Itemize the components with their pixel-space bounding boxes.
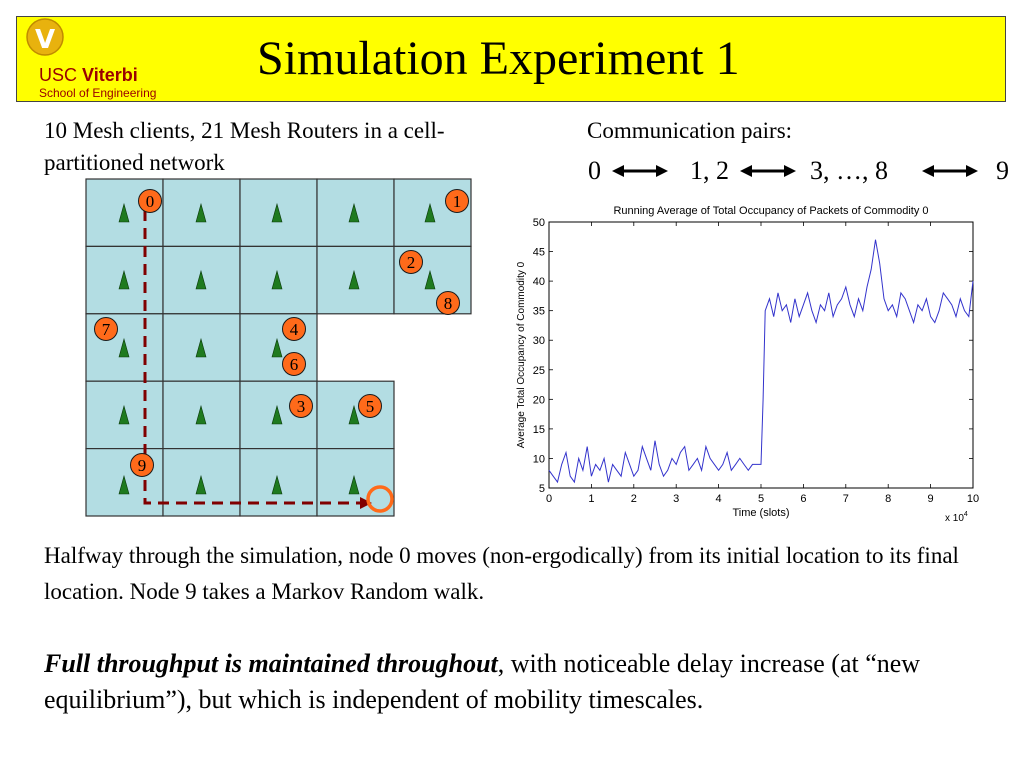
svg-text:V: V: [35, 25, 55, 55]
y-tick-label: 45: [533, 247, 545, 259]
x-tick-label: 1: [588, 493, 594, 505]
mesh-client-node: [358, 394, 382, 418]
mesh-client-label: 3: [297, 397, 306, 416]
svg-text:School of Engineering: School of Engineering: [39, 86, 156, 100]
page-title: Simulation Experiment 1: [257, 32, 740, 85]
router-icon: [195, 337, 207, 358]
mesh-client-node: [445, 189, 469, 213]
double-arrow-icon: [922, 165, 978, 177]
pair-item: 0: [588, 156, 601, 185]
pair-item: 9: [996, 156, 1009, 185]
communication-pairs-row: 0 1, 2 3, …, 8 9: [588, 154, 1018, 188]
mesh-client-label: 4: [290, 320, 299, 339]
double-arrow-icon: [612, 165, 668, 177]
router-icon: [118, 404, 130, 425]
network-description: 10 Mesh clients, 21 Mesh Routers in a ce…: [44, 118, 445, 175]
series-line: [548, 239, 974, 484]
y-tick-label: 35: [533, 306, 545, 318]
x-axis-label: Time (slots): [732, 507, 789, 519]
mesh-client-label: 1: [453, 192, 462, 211]
router-icon: [424, 202, 436, 223]
pair-item: 3, …, 8: [810, 156, 888, 185]
occupancy-chart: Running Average of Total Occupancy of Pa…: [516, 205, 979, 524]
x-tick-label: 9: [928, 493, 934, 505]
mesh-client-label: 0: [146, 192, 155, 211]
plot-area: [548, 221, 974, 489]
mesh-client-node: [94, 317, 118, 341]
usc-viterbi-logo: V USC Viterbi School of Engineering: [26, 18, 156, 100]
y-tick-label: 40: [533, 276, 545, 288]
node-0-move-path: [143, 210, 368, 505]
mesh-client-node: [282, 317, 306, 341]
x-tick-label: 8: [885, 493, 891, 505]
x-axis-multiplier: x 104: [945, 511, 968, 524]
node-0-final-location: [366, 485, 394, 513]
x-tick-label: 6: [800, 493, 806, 505]
chart-title: Running Average of Total Occupancy of Pa…: [613, 205, 928, 217]
mesh-client-label: 8: [444, 294, 453, 313]
y-tick-label: 25: [533, 365, 545, 377]
mesh-client-label: 7: [102, 320, 111, 339]
mesh-client-node: [399, 250, 423, 274]
router-icon: [424, 269, 436, 290]
router-icon: [348, 269, 360, 290]
throughput-conclusion: Full throughput is maintained throughout…: [44, 646, 1014, 718]
router-icon: [348, 474, 360, 495]
mesh-client-label: 2: [407, 253, 416, 272]
arrowhead-icon: [360, 497, 372, 509]
router-icon: [271, 404, 283, 425]
x-tick-label: 10: [967, 493, 979, 505]
router-icon: [195, 269, 207, 290]
router-icon: [271, 337, 283, 358]
router-icon: [195, 202, 207, 223]
mesh-client-label: 5: [366, 397, 375, 416]
router-icon: [271, 269, 283, 290]
double-arrow-icon: [740, 165, 796, 177]
y-tick-label: 30: [533, 335, 545, 347]
mesh-client-label: 9: [138, 456, 147, 475]
title-bar: V USC Viterbi School of Engineering Simul…: [16, 16, 1006, 102]
x-tick-label: 4: [716, 493, 722, 505]
y-tick-label: 50: [533, 217, 545, 229]
throughput-rest: , with noticeable delay increase (at “ne…: [44, 649, 921, 714]
router-icon: [348, 202, 360, 223]
communication-pairs-label: Communication pairs:: [587, 118, 793, 143]
y-axis-label: Average Total Occupancy of Commodity 0: [516, 261, 527, 448]
router-icon: [118, 337, 130, 358]
pair-item: 1, 2: [690, 156, 729, 185]
router-icon: [195, 474, 207, 495]
y-tick-label: 5: [539, 483, 545, 495]
router-icon: [118, 269, 130, 290]
y-tick-label: 15: [533, 424, 545, 436]
mesh-client-node: [436, 291, 460, 315]
y-tick-label: 10: [533, 453, 545, 465]
router-icon: [118, 202, 130, 223]
mesh-client-node: [138, 189, 162, 213]
mesh-client-node: [282, 352, 306, 376]
mesh-client-node: [130, 453, 154, 477]
router-icon: [271, 474, 283, 495]
x-tick-label: 5: [758, 493, 764, 505]
router-icon: [271, 202, 283, 223]
throughput-emphasis: Full throughput is maintained throughout: [44, 649, 498, 678]
x-tick-label: 7: [843, 493, 849, 505]
simulation-description: Halfway through the simulation, node 0 m…: [44, 543, 959, 604]
router-icon: [118, 474, 130, 495]
router-icon: [348, 404, 360, 425]
x-tick-label: 0: [546, 493, 552, 505]
y-tick-label: 20: [533, 394, 545, 406]
x-tick-label: 3: [673, 493, 679, 505]
mesh-client-node: [289, 394, 313, 418]
x-tick-label: 2: [631, 493, 637, 505]
mesh-client-label: 6: [290, 355, 299, 374]
router-icon: [195, 404, 207, 425]
